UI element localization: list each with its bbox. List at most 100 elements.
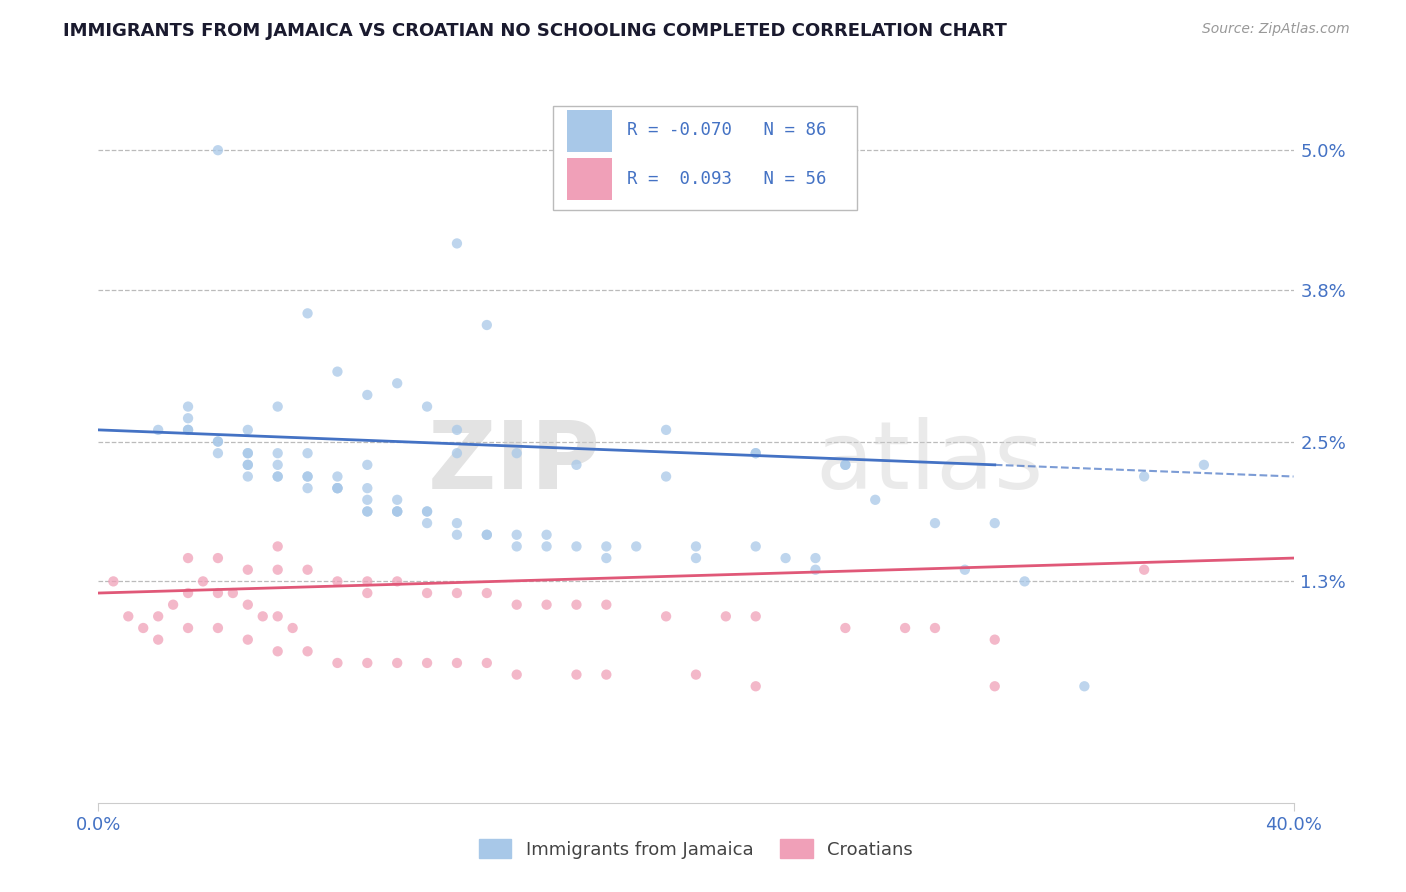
Point <box>595 598 617 612</box>
Point <box>385 504 409 518</box>
Point <box>984 516 1007 530</box>
Point <box>475 528 498 542</box>
Point <box>297 469 319 483</box>
Point <box>222 586 245 600</box>
Point <box>267 540 290 554</box>
Point <box>416 656 439 670</box>
Point <box>475 318 498 332</box>
Point <box>297 481 319 495</box>
Point <box>865 492 887 507</box>
Point <box>536 598 558 612</box>
Point <box>267 458 290 472</box>
Point <box>385 492 409 507</box>
Bar <box>567 111 613 153</box>
Point <box>236 632 259 647</box>
Point <box>416 400 439 414</box>
Point <box>655 469 678 483</box>
Point <box>326 481 349 495</box>
Point <box>356 656 378 670</box>
Point <box>595 540 617 554</box>
Point <box>775 551 797 566</box>
Point <box>595 551 617 566</box>
Point <box>207 621 229 635</box>
Point <box>804 551 827 566</box>
Point <box>385 656 409 670</box>
Point <box>117 609 139 624</box>
Text: Source: ZipAtlas.com: Source: ZipAtlas.com <box>1202 22 1350 37</box>
Point <box>326 365 349 379</box>
Point <box>565 540 588 554</box>
Point <box>416 586 439 600</box>
Point <box>162 598 184 612</box>
Point <box>745 540 768 554</box>
Point <box>267 644 290 658</box>
Point <box>297 563 319 577</box>
FancyBboxPatch shape <box>553 105 858 211</box>
Point <box>416 516 439 530</box>
Point <box>236 458 259 472</box>
Point <box>416 504 439 518</box>
Point <box>356 586 378 600</box>
Point <box>177 423 200 437</box>
Point <box>924 621 946 635</box>
Point <box>207 551 229 566</box>
Point <box>745 446 768 460</box>
Point <box>475 586 498 600</box>
Point <box>103 574 125 589</box>
Point <box>281 621 304 635</box>
Point <box>475 656 498 670</box>
Point <box>924 516 946 530</box>
Text: R =  0.093   N = 56: R = 0.093 N = 56 <box>627 169 827 187</box>
Point <box>236 469 259 483</box>
Point <box>804 563 827 577</box>
Point <box>1133 469 1156 483</box>
Point <box>177 586 200 600</box>
Point <box>894 621 917 635</box>
Point <box>148 609 170 624</box>
Point <box>267 563 290 577</box>
Point <box>326 469 349 483</box>
Point <box>984 679 1007 693</box>
Point <box>953 563 976 577</box>
Point <box>655 423 678 437</box>
Point <box>984 632 1007 647</box>
Point <box>655 609 678 624</box>
Point <box>297 469 319 483</box>
Point <box>148 632 170 647</box>
Bar <box>567 159 613 201</box>
Point <box>1192 458 1215 472</box>
Point <box>506 446 529 460</box>
Point <box>267 469 290 483</box>
Point <box>1073 679 1095 693</box>
Point <box>714 609 737 624</box>
Point <box>297 644 319 658</box>
Point <box>626 540 648 554</box>
Point <box>385 574 409 589</box>
Point <box>446 446 468 460</box>
Point <box>356 388 378 402</box>
Point <box>356 458 378 472</box>
Point <box>252 609 274 624</box>
Point <box>446 236 468 251</box>
Point <box>506 528 529 542</box>
Point <box>385 376 409 391</box>
Point <box>685 667 707 681</box>
Point <box>177 551 200 566</box>
Point <box>236 446 259 460</box>
Point <box>446 528 468 542</box>
Point <box>356 481 378 495</box>
Point <box>177 423 200 437</box>
Point <box>191 574 214 589</box>
Point <box>475 528 498 542</box>
Point <box>506 667 529 681</box>
Text: IMMIGRANTS FROM JAMAICA VS CROATIAN NO SCHOOLING COMPLETED CORRELATION CHART: IMMIGRANTS FROM JAMAICA VS CROATIAN NO S… <box>63 22 1007 40</box>
Point <box>326 481 349 495</box>
Point <box>236 563 259 577</box>
Point <box>446 656 468 670</box>
Point <box>834 458 856 472</box>
Point <box>267 400 290 414</box>
Point <box>267 446 290 460</box>
Point <box>565 458 588 472</box>
Point <box>685 540 707 554</box>
Text: atlas: atlas <box>815 417 1043 509</box>
